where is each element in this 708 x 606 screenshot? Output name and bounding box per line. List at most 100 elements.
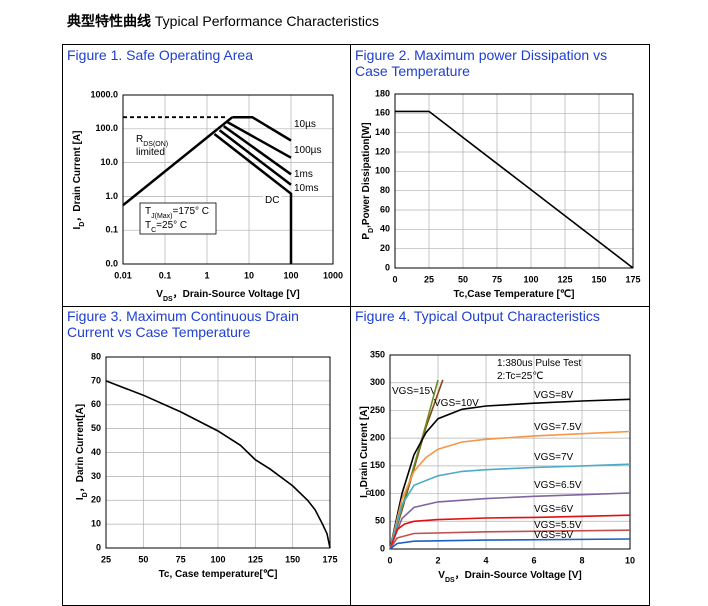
series-label: VGS=6.5V <box>534 480 582 491</box>
y-tick-label: 160 <box>375 108 390 118</box>
x-tick-label: 0.01 <box>114 270 132 280</box>
y-tick-label: 100 <box>370 488 385 498</box>
header: 典型特性曲线 Typical Performance Characteristi… <box>67 11 379 31</box>
y-tick-label: 80 <box>380 185 390 195</box>
x-tick-label: 100 <box>523 274 538 284</box>
series-label: VGS=6V <box>534 504 574 515</box>
x-tick-label: 25 <box>101 554 111 564</box>
series-line <box>105 380 331 549</box>
plot-area <box>395 94 633 268</box>
x-tick-label: 125 <box>557 274 572 284</box>
x-tick-label: 0 <box>392 274 397 284</box>
x-tick-label: 150 <box>285 554 300 564</box>
x-axis-label: VDS，Drain-Source Voltage [V] <box>438 570 581 584</box>
y-tick-label: 300 <box>370 377 385 387</box>
y-axis-label-part: D <box>79 222 86 227</box>
series-label: VGS=7V <box>534 452 574 463</box>
x-tick-label: 1000 <box>323 270 343 280</box>
series-label: VGS=15V <box>392 386 437 397</box>
y-tick-label: 80 <box>91 351 101 361</box>
series-line <box>389 529 631 550</box>
series-label: 10µs <box>294 119 316 130</box>
series-label: 100µs <box>294 145 321 156</box>
annotation: TC=25° C <box>145 220 187 234</box>
x-tick-label: 75 <box>176 554 186 564</box>
y-axis-label-part: ,Power Dissipation[W] <box>361 122 372 228</box>
plot-frame <box>394 93 634 269</box>
y-tick-label: 1000.0 <box>90 89 118 99</box>
x-axis-label: Tc,Case Temperature [℃] <box>454 289 575 300</box>
series-label: 1ms <box>294 169 313 180</box>
x-axis-label: Tc, Case temperature[℃] <box>159 569 278 580</box>
series-line <box>389 514 631 550</box>
x-tick-label: 100 <box>283 270 298 280</box>
header-cn: 典型特性曲线 <box>67 13 151 29</box>
annotation-part: =25° C <box>156 220 187 231</box>
y-tick-label: 100.0 <box>95 123 118 133</box>
y-tick-label: 250 <box>370 405 385 415</box>
series-label: VGS=5.5V <box>534 520 582 531</box>
x-axis-label-part: V <box>438 570 445 581</box>
y-tick-label: 140 <box>375 127 390 137</box>
annotation-part: 1:380us Pulse Test <box>497 358 582 369</box>
y-tick-label: 50 <box>375 516 385 526</box>
y-tick-label: 0 <box>96 542 101 552</box>
y-tick-label: 0 <box>380 543 385 553</box>
annotation-part: =175° C <box>173 206 210 217</box>
x-axis-label-part: DS <box>445 577 455 584</box>
x-axis-label-part: Tc, Case temperature[℃] <box>159 569 278 580</box>
x-tick-label: 50 <box>458 274 468 284</box>
series-line <box>389 398 631 550</box>
x-axis-label-part: ，Drain-Source Voltage [V] <box>455 570 582 581</box>
series-line <box>226 120 292 159</box>
y-tick-label: 50 <box>91 423 101 433</box>
x-tick-label: 10 <box>244 270 254 280</box>
y-tick-label: 0.0 <box>105 258 118 268</box>
series-line <box>218 129 292 186</box>
y-axis-label-part: I <box>359 495 370 498</box>
x-tick-label: 25 <box>424 274 434 284</box>
series-label: DC <box>265 195 279 206</box>
series-line <box>389 430 631 550</box>
y-axis-label: ID，Darin Current[A] <box>75 404 89 500</box>
annotation: TJ(Max)=175° C <box>145 206 209 220</box>
y-axis-label-part: P <box>361 233 372 240</box>
annotation-part: T <box>145 206 151 217</box>
y-tick-label: 10 <box>91 519 101 529</box>
y-axis-label-part: ，Drain Current [A] <box>72 131 83 222</box>
y-tick-label: 60 <box>91 399 101 409</box>
x-axis-label-part: ，Drain-Source Voltage [V] <box>173 289 300 300</box>
y-axis-label: ID,Drain Current [A] <box>359 406 373 498</box>
figure-title: Figure 4. Typical Output Characteristics <box>355 308 600 324</box>
figure-title: Figure 2. Maximum power Dissipation vs C… <box>355 47 608 79</box>
x-axis-label-part: V <box>156 289 163 300</box>
y-tick-label: 120 <box>375 146 390 156</box>
x-tick-label: 175 <box>625 274 640 284</box>
y-tick-label: 0 <box>385 262 390 272</box>
annotation-part: J(Max) <box>151 213 172 220</box>
annotation-part: DS(ON) <box>143 141 168 148</box>
y-tick-label: 0.1 <box>105 225 118 235</box>
x-axis-label-part: DS <box>163 296 173 303</box>
figure-title: Figure 3. Maximum Continuous Drain Curre… <box>67 308 299 340</box>
x-tick-label: 10 <box>625 555 635 565</box>
plot-frame <box>122 94 334 265</box>
x-axis-label: VDS，Drain-Source Voltage [V] <box>156 289 299 303</box>
y-axis-label-part: I <box>75 497 86 500</box>
series-line <box>213 133 293 264</box>
y-tick-label: 100 <box>375 166 390 176</box>
x-tick-label: 100 <box>210 554 225 564</box>
x-axis-label-part: Tc,Case Temperature [℃] <box>454 289 575 300</box>
series-line <box>222 125 292 176</box>
y-tick-label: 60 <box>380 204 390 214</box>
annotation: 2:Tc=25℃ <box>497 371 544 382</box>
x-tick-label: 8 <box>579 555 584 565</box>
y-axis-label: ID，Drain Current [A] <box>72 131 86 230</box>
annotation-part: limited <box>136 147 165 158</box>
annotation: limited <box>136 147 165 158</box>
series-line <box>232 115 292 142</box>
y-tick-label: 20 <box>91 495 101 505</box>
y-axis-label-part: ,Drain Current [A] <box>359 406 370 490</box>
y-tick-label: 200 <box>370 433 385 443</box>
header-en: Typical Performance Characteristics <box>154 13 379 29</box>
